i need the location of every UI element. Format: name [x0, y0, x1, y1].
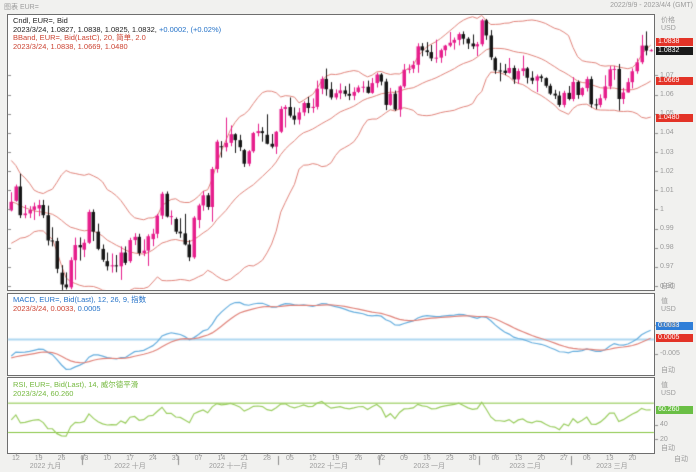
legend-rsi-series: RSI, EUR=, Bid(Last), 14, 威尔德平滑 [13, 380, 139, 389]
rsi-value-label: 60.260 [656, 406, 693, 414]
last-price-label: 1.0832 [656, 47, 693, 55]
legend-bband-series: BBand, EUR=, Bid(LastC), 20, 简单, 2.0 [13, 33, 146, 42]
legend-candle-values: 2023/3/24, 1.0827, 1.0838, 1.0825, 1.083… [13, 24, 222, 34]
legend-bband-values: 2023/3/24, 1.0838, 1.0669, 1.0480 [13, 41, 128, 51]
legend-rsi-values: 2023/3/24, 60.260 [13, 388, 74, 398]
macd-signal-value-label: 0.0005 [656, 334, 693, 342]
legend-macd-values: 2023/3/24, 0.0033, 0.0005 [13, 303, 101, 313]
legend-candle-series: Cndl, EUR=, Bid [13, 16, 68, 25]
rsi-panel-legend: RSI, EUR=, Bid(Last), 14, 威尔德平滑 2023/3/2… [13, 380, 139, 398]
macd-panel-legend: MACD, EUR=, Bid(Last), 12, 26, 9, 指数 202… [13, 295, 147, 313]
bband-middle-price-label: 1.0669 [656, 77, 693, 85]
bband-lower-price-label: 1.0480 [656, 114, 693, 122]
bband-upper-price-label: 1.0838 [656, 38, 693, 46]
macd-value-label: 0.0033 [656, 322, 693, 330]
price-panel-legend: Cndl, EUR=, Bid 2023/3/24, 1.0827, 1.083… [13, 16, 222, 51]
legend-macd-series: MACD, EUR=, Bid(Last), 12, 26, 9, 指数 [13, 295, 147, 304]
